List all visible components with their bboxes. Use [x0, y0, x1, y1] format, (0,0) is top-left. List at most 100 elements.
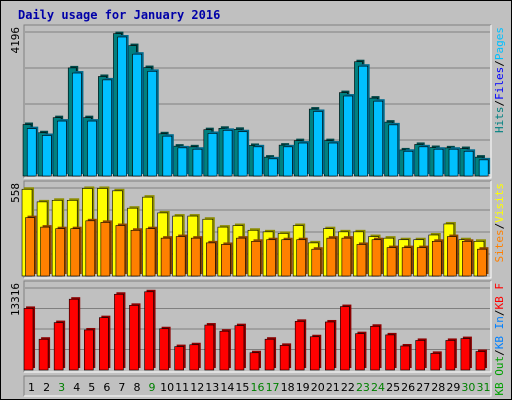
day-label-25: 25 [386, 381, 400, 394]
bar-pages-day-23 [358, 64, 370, 177]
bar-face [416, 247, 427, 277]
bar-kb-f-day-10 [159, 326, 171, 371]
bar-kb-f-day-14 [219, 329, 231, 371]
bar-sites-day-8 [130, 228, 142, 277]
bar-sites-day-26 [401, 245, 414, 277]
bar-face [237, 131, 248, 177]
bar-pages-day-8 [132, 52, 144, 177]
chart-title: Daily usage for January 2016 [18, 8, 220, 22]
day-label-19: 19 [296, 381, 310, 394]
bar-kb-f-day-23 [355, 331, 367, 371]
ymax-label-kbytes: 13316 [9, 283, 22, 316]
bar-sites-day-18 [281, 237, 293, 277]
bar-face [70, 228, 81, 277]
bar-face [385, 334, 395, 371]
bar-face [204, 324, 215, 371]
bar-kb-f-day-29 [445, 338, 457, 371]
legend-item: Visits [493, 183, 506, 223]
bar-face [219, 330, 230, 371]
bar-face [130, 229, 141, 277]
bar-face [99, 317, 109, 371]
bar-face [234, 325, 245, 371]
series-pages [26, 35, 491, 177]
day-axis-frame [24, 376, 491, 396]
legend-item: / [493, 310, 506, 317]
bar-kb-f-day-20 [309, 334, 322, 371]
bar-kb-f-day-11 [174, 344, 186, 371]
bar-kb-f-day-26 [400, 343, 412, 371]
day-label-13: 13 [205, 381, 219, 394]
bar-pages-day-24 [373, 99, 385, 177]
bar-sites-day-14 [221, 242, 233, 277]
bar-face [388, 124, 399, 177]
bar-pages-day-3 [57, 119, 69, 177]
legend-item: / [493, 60, 506, 67]
legend-item: / [493, 223, 506, 230]
bar-sites-day-16 [251, 239, 263, 277]
day-label-17: 17 [266, 381, 280, 394]
day-label-15: 15 [235, 381, 249, 394]
bar-kb-f-day-3 [53, 320, 66, 371]
day-label-4: 4 [73, 381, 80, 394]
bar-kb-f-day-1 [23, 306, 36, 371]
bar-kb-f-day-15 [234, 323, 246, 371]
bar-face [371, 239, 382, 277]
legend-item: KB In [493, 316, 506, 349]
bar-pages-day-21 [328, 141, 340, 177]
legend-hits-files-pages: Hits/Files/Pages [493, 27, 506, 133]
bar-kb-f-day-18 [279, 343, 292, 371]
bar-pages-day-31 [478, 157, 491, 177]
bar-face [145, 228, 156, 277]
day-label-7: 7 [118, 381, 125, 394]
bar-sites-day-1 [25, 215, 37, 277]
bar-sites-day-21 [326, 236, 338, 277]
ymax-label-visits-sites: 558 [9, 183, 22, 203]
bar-face [26, 128, 37, 177]
day-label-28: 28 [431, 381, 445, 394]
bar-sites-day-19 [296, 237, 308, 277]
bar-face [72, 72, 82, 177]
bar-sites-day-10 [160, 236, 173, 277]
bar-kb-f-day-9 [144, 289, 156, 371]
bar-face [129, 305, 139, 371]
bar-face [281, 239, 291, 277]
bar-face [189, 344, 200, 371]
bar-face [117, 36, 127, 177]
bar-face [192, 148, 203, 177]
bar-pages-day-17 [267, 156, 280, 177]
day-axis-frame-highlight [24, 376, 492, 397]
day-label-20: 20 [311, 381, 325, 394]
bar-pages-day-26 [403, 149, 415, 177]
day-label-2: 2 [43, 381, 50, 394]
bar-face [447, 236, 457, 277]
bar-face [115, 225, 126, 277]
day-label-23: 23 [356, 381, 370, 394]
bar-face [249, 352, 260, 371]
bar-sites-day-9 [145, 226, 158, 277]
bar-face [283, 146, 293, 177]
day-label-22: 22 [341, 381, 355, 394]
bar-face [401, 247, 412, 277]
bar-pages-day-4 [72, 71, 84, 177]
bar-pages-day-1 [26, 126, 39, 177]
day-label-26: 26 [401, 381, 415, 394]
bar-face [251, 241, 261, 277]
bar-face [326, 237, 337, 277]
bar-pages-day-6 [102, 77, 114, 177]
bar-face [190, 237, 201, 277]
bar-pages-day-22 [343, 94, 355, 177]
bar-face [266, 239, 276, 277]
bar-face [102, 79, 112, 177]
legend-item: Pages [493, 27, 506, 60]
bar-face [403, 150, 414, 177]
bar-face [40, 226, 50, 277]
bar-pages-day-7 [117, 35, 129, 177]
bar-face [475, 351, 486, 371]
bar-face [68, 298, 79, 371]
legend-item: Files [493, 67, 506, 100]
bar-sites-day-30 [462, 239, 474, 277]
bar-sites-day-20 [311, 247, 323, 277]
bar-face [41, 135, 52, 177]
